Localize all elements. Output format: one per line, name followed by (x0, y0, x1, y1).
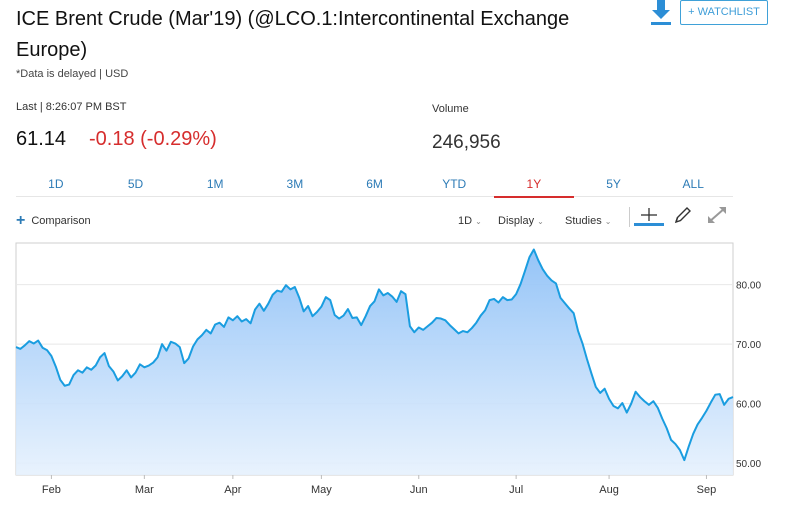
volume-label: Volume (432, 103, 469, 115)
last-price: 61.14 (16, 128, 67, 150)
tab-3m[interactable]: 3M (286, 177, 304, 191)
studies-dropdown[interactable]: Studies ⌄ (565, 215, 611, 227)
x-tick-label: Sep (697, 484, 717, 496)
tab-1d[interactable]: 1D (48, 177, 64, 191)
y-tick-label: 70.00 (736, 340, 761, 351)
comparison-label: Comparison (31, 215, 91, 227)
range-tabs: 1D 5D 1M 3M 6M YTD 1Y 5Y ALL (16, 173, 733, 198)
series-area (16, 249, 733, 475)
watchlist-button[interactable]: + WATCHLIST (680, 0, 768, 25)
y-tick-label: 50.00 (736, 459, 761, 470)
chevron-down-icon: ⌄ (537, 217, 544, 226)
tab-all[interactable]: ALL (682, 177, 704, 191)
plus-icon: + (16, 212, 26, 229)
page-title: ICE Brent Crude (Mar'19) (@LCO.1:Interco… (16, 8, 570, 61)
tab-ytd[interactable]: YTD (442, 177, 467, 191)
x-tick-label: Jun (410, 484, 428, 496)
chevron-down-icon: ⌄ (604, 217, 612, 226)
tab-5d[interactable]: 5D (127, 177, 144, 191)
studies-label: Studies (565, 215, 602, 227)
y-axis: 50.00 60.00 70.00 80.00 (736, 281, 761, 470)
x-tick-label: Aug (599, 484, 619, 496)
comparison-button[interactable]: + Comparison (16, 212, 91, 229)
series-line (15, 248, 734, 462)
y-tick-label: 80.00 (736, 281, 761, 292)
last-trade-label: Last | 8:26:07 PM BST (16, 101, 127, 113)
volume-value: 246,956 (432, 132, 501, 153)
price-change: -0.18 (-0.29%) (89, 128, 217, 150)
x-tick-label: Jul (509, 484, 523, 496)
price-chart[interactable]: 50.00 60.00 70.00 80.00 Feb Mar Apr May Jun Jul A… (0, 238, 789, 513)
pencil-icon[interactable] (673, 205, 693, 225)
display-label: Display (498, 215, 535, 227)
chevron-down-icon: ⌄ (475, 217, 482, 226)
display-dropdown[interactable]: Display ⌄ (498, 215, 544, 227)
x-tick-label: Feb (42, 484, 61, 496)
y-tick-label: 60.00 (736, 400, 761, 411)
interval-label: 1D (458, 215, 473, 227)
interval-dropdown[interactable]: 1D ⌄ (458, 215, 482, 227)
x-tick-label: May (311, 484, 332, 496)
download-icon[interactable] (650, 0, 672, 26)
expand-icon[interactable] (706, 205, 728, 225)
tab-5y[interactable]: 5Y (606, 177, 621, 191)
x-tick-label: Apr (224, 484, 241, 496)
tab-6m[interactable]: 6M (366, 177, 383, 191)
crosshair-icon[interactable] (634, 207, 664, 226)
tab-1m[interactable]: 1M (206, 177, 224, 191)
toolbar-divider (629, 207, 630, 227)
delayed-note: *Data is delayed | USD (16, 68, 129, 80)
tab-1y[interactable]: 1Y (494, 173, 574, 198)
x-tick-label: Mar (135, 484, 154, 496)
x-axis: FebMarAprMayJunJulAugSepOctNovDec2019 (42, 475, 717, 496)
